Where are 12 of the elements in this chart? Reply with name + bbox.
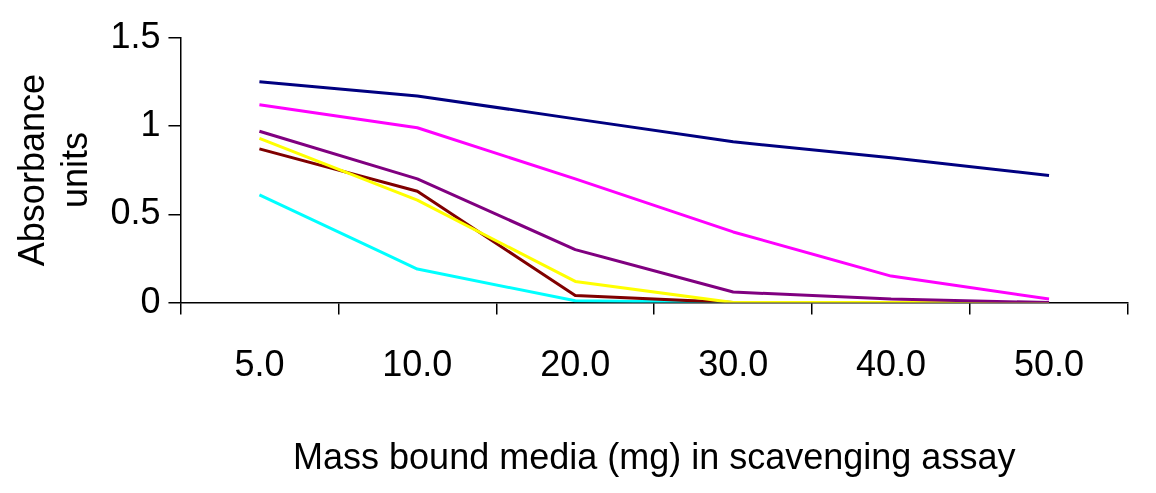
x-tick-label: 20.0 [540, 343, 611, 385]
x-tick-label: 50.0 [1014, 343, 1085, 385]
x-tick-label: 40.0 [856, 343, 927, 385]
y-tick-label: 1 [140, 102, 161, 144]
x-tick-label: 30.0 [698, 343, 769, 385]
x-axis-title: Mass bound media (mg) in scavenging assay [293, 436, 1016, 478]
y-tick-label: 1.5 [110, 14, 161, 56]
y-axis-title: Absorbance units [10, 74, 95, 267]
x-tick-label: 5.0 [234, 343, 285, 385]
y-tick-label: 0 [140, 279, 161, 321]
y-tick-label: 0.5 [110, 191, 161, 233]
x-tick-label: 10.0 [382, 343, 453, 385]
